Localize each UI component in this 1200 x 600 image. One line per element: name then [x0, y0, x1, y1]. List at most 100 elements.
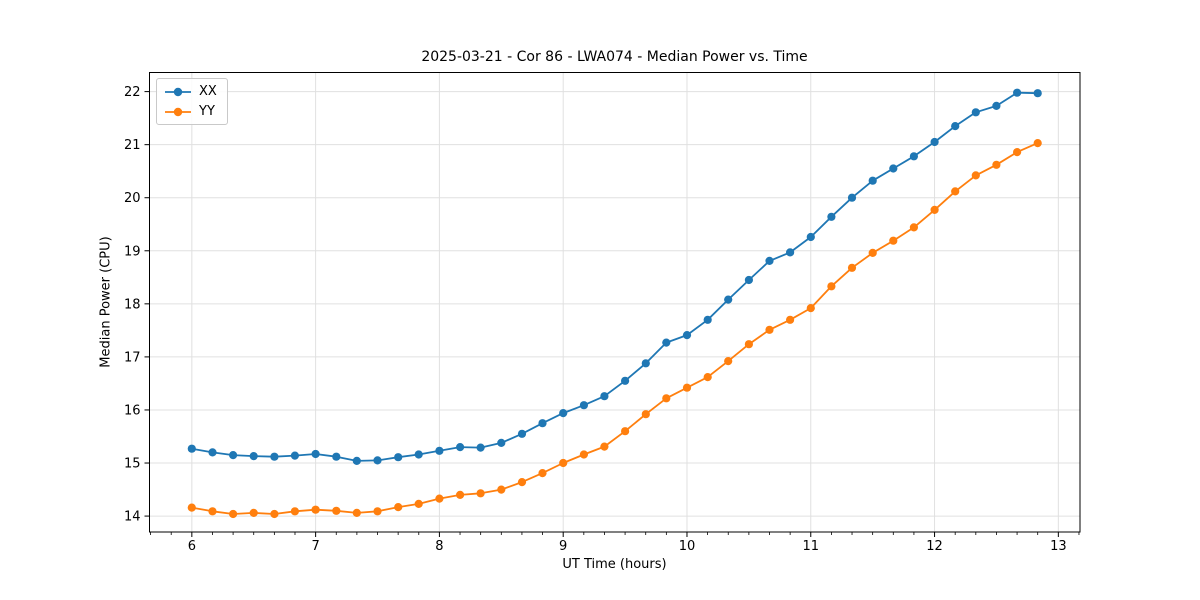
- data-point-yy: [187, 503, 196, 512]
- data-point-yy: [971, 171, 980, 180]
- data-point-xx: [621, 376, 630, 385]
- data-point-xx: [930, 137, 939, 147]
- data-point-yy: [847, 263, 857, 272]
- data-point-yy: [703, 373, 712, 382]
- data-point-xx: [538, 419, 547, 428]
- data-point-yy: [744, 340, 754, 349]
- legend-label-xx: XX: [199, 84, 217, 99]
- y-tick-label: 21: [124, 138, 141, 153]
- legend-line-marker-sample-yy: [165, 107, 191, 116]
- data-point-xx: [600, 392, 609, 401]
- plot-border: [149, 72, 1081, 533]
- data-point-yy: [559, 458, 568, 468]
- y-tick-label: 20: [124, 191, 141, 206]
- data-point-xx: [559, 409, 568, 418]
- data-point-xx: [786, 248, 795, 257]
- data-point-xx: [951, 122, 960, 131]
- data-point-yy: [1033, 139, 1042, 148]
- data-point-yy: [992, 160, 1001, 169]
- data-point-yy: [373, 507, 382, 516]
- y-tick-label: 15: [124, 457, 141, 472]
- series-line-yy: [191, 142, 1039, 515]
- y-tick-label: 18: [124, 297, 141, 312]
- data-point-xx: [311, 449, 320, 459]
- legend-item-xx: XX: [164, 84, 217, 99]
- data-point-yy: [868, 248, 877, 257]
- data-point-yy: [909, 223, 919, 232]
- data-point-yy: [930, 205, 939, 214]
- data-point-xx: [290, 451, 299, 460]
- x-tick-label: 13: [1050, 539, 1067, 554]
- data-point-yy: [249, 508, 258, 517]
- y-tick-label: 14: [124, 510, 141, 525]
- legend-label-yy: YY: [199, 104, 215, 119]
- data-point-yy: [414, 499, 423, 508]
- data-point-xx: [497, 438, 506, 447]
- data-point-yy: [456, 490, 465, 499]
- data-point-xx: [889, 164, 898, 173]
- data-point-xx: [827, 212, 836, 221]
- data-point-xx: [765, 256, 774, 265]
- chart-title: 2025-03-21 - Cor 86 - LWA074 - Median Po…: [421, 49, 808, 65]
- data-point-yy: [270, 509, 279, 519]
- data-point-xx: [249, 452, 258, 461]
- data-point-xx: [1033, 89, 1042, 98]
- data-point-yy: [765, 325, 774, 334]
- data-point-xx: [847, 193, 857, 202]
- x-tick-label: 6: [188, 539, 196, 554]
- data-point-xx: [992, 101, 1001, 110]
- data-point-xx: [703, 315, 712, 324]
- series-line-xx: [191, 91, 1038, 462]
- x-axis-label: UT Time (hours): [562, 557, 667, 572]
- data-point-yy: [476, 489, 485, 498]
- data-point-yy: [682, 383, 692, 392]
- data-point-yy: [621, 427, 630, 436]
- legend: XX YY: [156, 78, 228, 125]
- data-point-xx: [456, 443, 465, 452]
- legend-item-yy: YY: [164, 104, 217, 119]
- data-point-yy: [290, 507, 299, 516]
- legend-line-marker-sample-xx: [165, 87, 191, 96]
- data-point-xx: [332, 452, 341, 461]
- data-point-yy: [229, 509, 238, 519]
- data-point-yy: [600, 442, 609, 451]
- data-point-yy: [332, 506, 341, 515]
- data-point-yy: [889, 236, 898, 245]
- data-point-yy: [497, 485, 506, 494]
- y-tick-label: 16: [124, 403, 141, 418]
- data-point-yy: [806, 304, 815, 313]
- data-point-yy: [538, 469, 547, 478]
- x-tick-label: 8: [435, 539, 443, 554]
- data-point-yy: [827, 282, 836, 291]
- x-tick-label: 9: [559, 539, 567, 554]
- x-tick-label: 7: [311, 539, 319, 554]
- data-point-yy: [517, 478, 527, 487]
- data-point-xx: [579, 401, 589, 410]
- data-point-yy: [579, 450, 589, 459]
- x-tick-label: 11: [802, 539, 819, 554]
- data-point-xx: [517, 429, 527, 438]
- data-point-xx: [270, 452, 279, 461]
- x-tick-label: 10: [679, 539, 696, 554]
- data-point-yy: [786, 315, 795, 324]
- data-point-xx: [352, 456, 361, 465]
- data-point-xx: [682, 331, 692, 340]
- data-point-xx: [868, 176, 877, 185]
- data-point-xx: [229, 451, 238, 460]
- data-point-yy: [311, 505, 320, 514]
- data-point-yy: [662, 394, 671, 403]
- y-tick-label: 19: [124, 244, 141, 259]
- data-point-yy: [951, 187, 960, 196]
- y-tick-label: 22: [124, 85, 141, 100]
- data-point-yy: [435, 494, 444, 503]
- y-axis-label: Median Power (CPU): [98, 236, 114, 368]
- data-point-xx: [724, 295, 733, 304]
- data-point-yy: [1013, 148, 1022, 157]
- data-point-xx: [414, 450, 423, 459]
- data-point-xx: [806, 232, 815, 242]
- data-point-xx: [909, 152, 919, 161]
- y-tick-label: 17: [124, 350, 141, 365]
- data-point-yy: [394, 503, 403, 512]
